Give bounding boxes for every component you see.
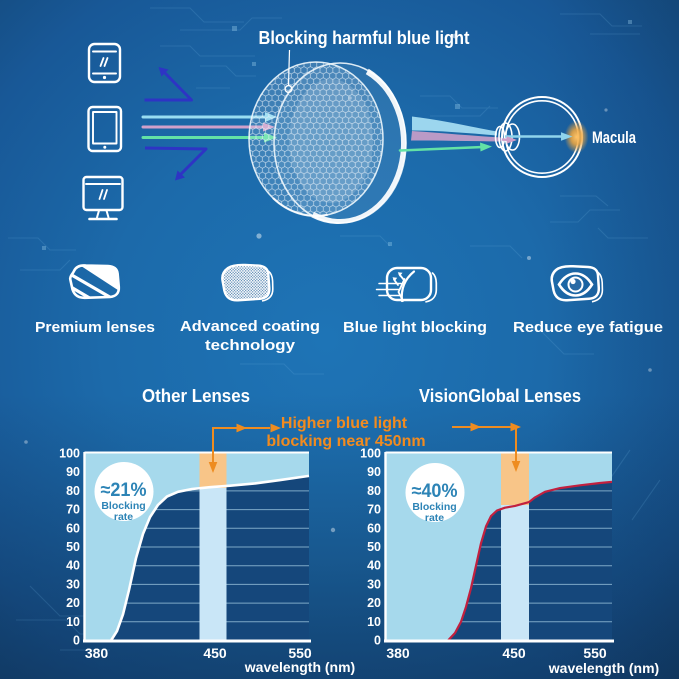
svg-text:380: 380 [85,645,109,661]
svg-text:30: 30 [66,577,80,591]
svg-text:80: 80 [66,484,80,498]
svg-text:10: 10 [367,615,381,629]
svg-text:10: 10 [66,615,80,629]
svg-text:Other Lenses: Other Lenses [142,385,250,406]
svg-text:Macula: Macula [592,129,637,147]
svg-text:20: 20 [367,596,381,610]
svg-text:40: 40 [66,559,80,573]
svg-text:80: 80 [367,484,381,498]
svg-text:Advanced coating: Advanced coating [180,318,320,335]
svg-text:Blocking harmful blue light: Blocking harmful blue light [259,27,471,48]
svg-text:Blocking: Blocking [412,501,456,513]
svg-text:rate: rate [114,511,133,523]
svg-text:100: 100 [59,447,80,461]
svg-text:rate: rate [425,512,444,524]
svg-text:100: 100 [360,447,381,461]
svg-text:60: 60 [367,521,381,535]
svg-text:550: 550 [583,645,607,661]
svg-text:70: 70 [66,503,80,517]
svg-text:wavelength (nm): wavelength (nm) [244,659,355,675]
svg-text:20: 20 [66,596,80,610]
svg-text:Blue light blocking: Blue light blocking [343,319,487,336]
svg-text:60: 60 [66,521,80,535]
svg-text:Blocking: Blocking [101,500,145,512]
svg-text:Higher blue light: Higher blue light [281,415,408,432]
svg-text:50: 50 [66,540,80,554]
svg-text:30: 30 [367,577,381,591]
svg-text:VisionGlobal Lenses: VisionGlobal Lenses [419,385,581,406]
svg-text:≈21%: ≈21% [101,480,147,501]
svg-text:blocking near 450nm: blocking near 450nm [266,433,425,450]
svg-text:wavelength (nm): wavelength (nm) [548,660,659,676]
svg-text:450: 450 [502,645,526,661]
svg-text:450: 450 [203,645,227,661]
svg-text:technology: technology [205,337,296,354]
svg-text:90: 90 [66,465,80,479]
svg-text:70: 70 [367,503,381,517]
svg-text:40: 40 [367,559,381,573]
svg-text:90: 90 [367,465,381,479]
svg-text:Reduce eye fatigue: Reduce eye fatigue [513,319,663,336]
svg-text:0: 0 [73,634,80,648]
svg-text:550: 550 [288,645,312,661]
svg-text:380: 380 [386,645,410,661]
svg-text:Premium lenses: Premium lenses [35,319,155,336]
svg-text:50: 50 [367,540,381,554]
svg-text:≈40%: ≈40% [412,481,458,502]
svg-text:0: 0 [374,634,381,648]
